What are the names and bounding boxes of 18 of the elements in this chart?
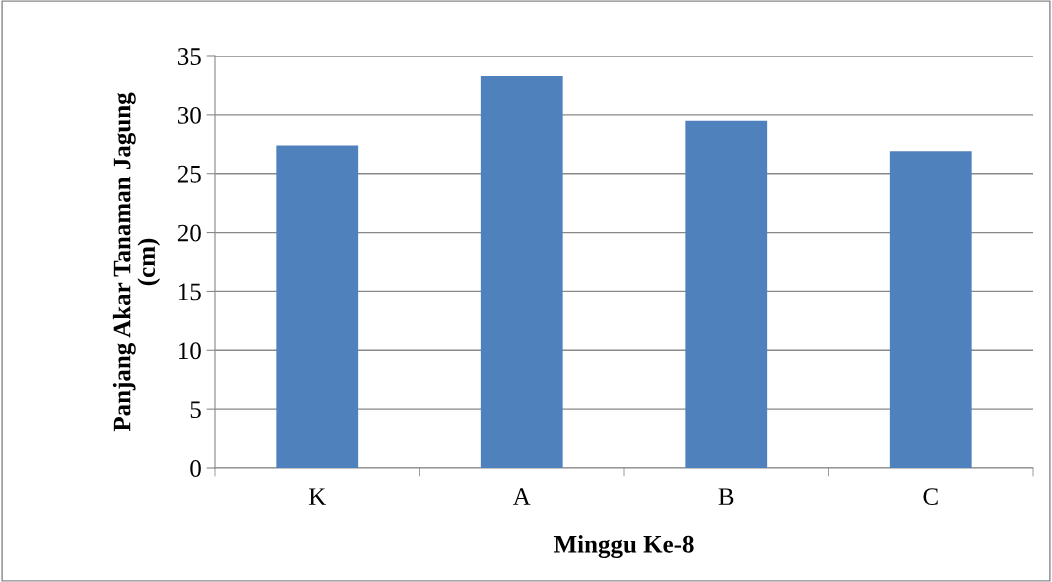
y-tick-label: 25 — [177, 165, 201, 183]
y-tick-label: 10 — [179, 342, 201, 360]
bar — [889, 151, 972, 468]
y-tick-label: 20 — [177, 224, 201, 242]
bar — [685, 120, 768, 468]
y-axis-title: Panjang Akar Tanaman Jagung (cm) — [112, 92, 161, 432]
x-tick-label: B — [718, 488, 734, 505]
y-tick-label: 5 — [190, 401, 201, 419]
y-tick-label: 0 — [190, 460, 201, 477]
y-tick-label: 35 — [178, 48, 201, 65]
x-tick-label: A — [512, 488, 531, 505]
y-tick-label: 30 — [178, 106, 201, 124]
x-tick-label: K — [308, 488, 327, 505]
bar — [276, 145, 359, 468]
x-tick-label: C — [923, 488, 938, 506]
bar — [480, 76, 563, 468]
x-axis-title: Minggu Ke-8 — [553, 535, 694, 558]
y-tick-label: 15 — [179, 283, 201, 301]
